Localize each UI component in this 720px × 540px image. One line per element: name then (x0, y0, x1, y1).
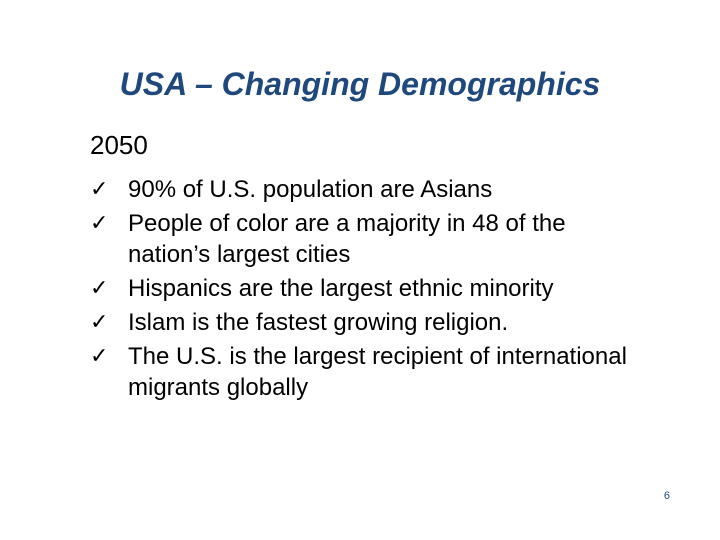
check-mark-icon: ✓ (90, 177, 109, 202)
bullet-list: ✓ 90% of U.S. population are Asians ✓ Pe… (90, 174, 650, 406)
check-mark-icon: ✓ (90, 344, 109, 369)
bullet-text: The U.S. is the largest recipient of int… (128, 343, 627, 401)
page-number: 6 (663, 490, 670, 502)
bullet-item: ✓ The U.S. is the largest recipient of i… (90, 341, 650, 403)
bullet-item: ✓ People of color are a majority in 48 o… (90, 208, 650, 270)
year-heading: 2050 (90, 130, 148, 160)
check-mark-icon: ✓ (90, 310, 109, 335)
bullet-item: ✓ Hispanics are the largest ethnic minor… (90, 273, 650, 304)
check-mark-icon: ✓ (90, 211, 109, 236)
bullet-item: ✓ 90% of U.S. population are Asians (90, 174, 650, 205)
check-mark-icon: ✓ (90, 276, 109, 301)
bullet-item: ✓ Islam is the fastest growing religion. (90, 307, 650, 338)
bullet-text: Islam is the fastest growing religion. (128, 309, 509, 336)
bullet-text: 90% of U.S. population are Asians (128, 176, 493, 203)
slide-title: USA – Changing Demographics (119, 66, 601, 102)
bullet-text: People of color are a majority in 48 of … (128, 210, 566, 268)
bullet-text: Hispanics are the largest ethnic minorit… (128, 275, 554, 302)
